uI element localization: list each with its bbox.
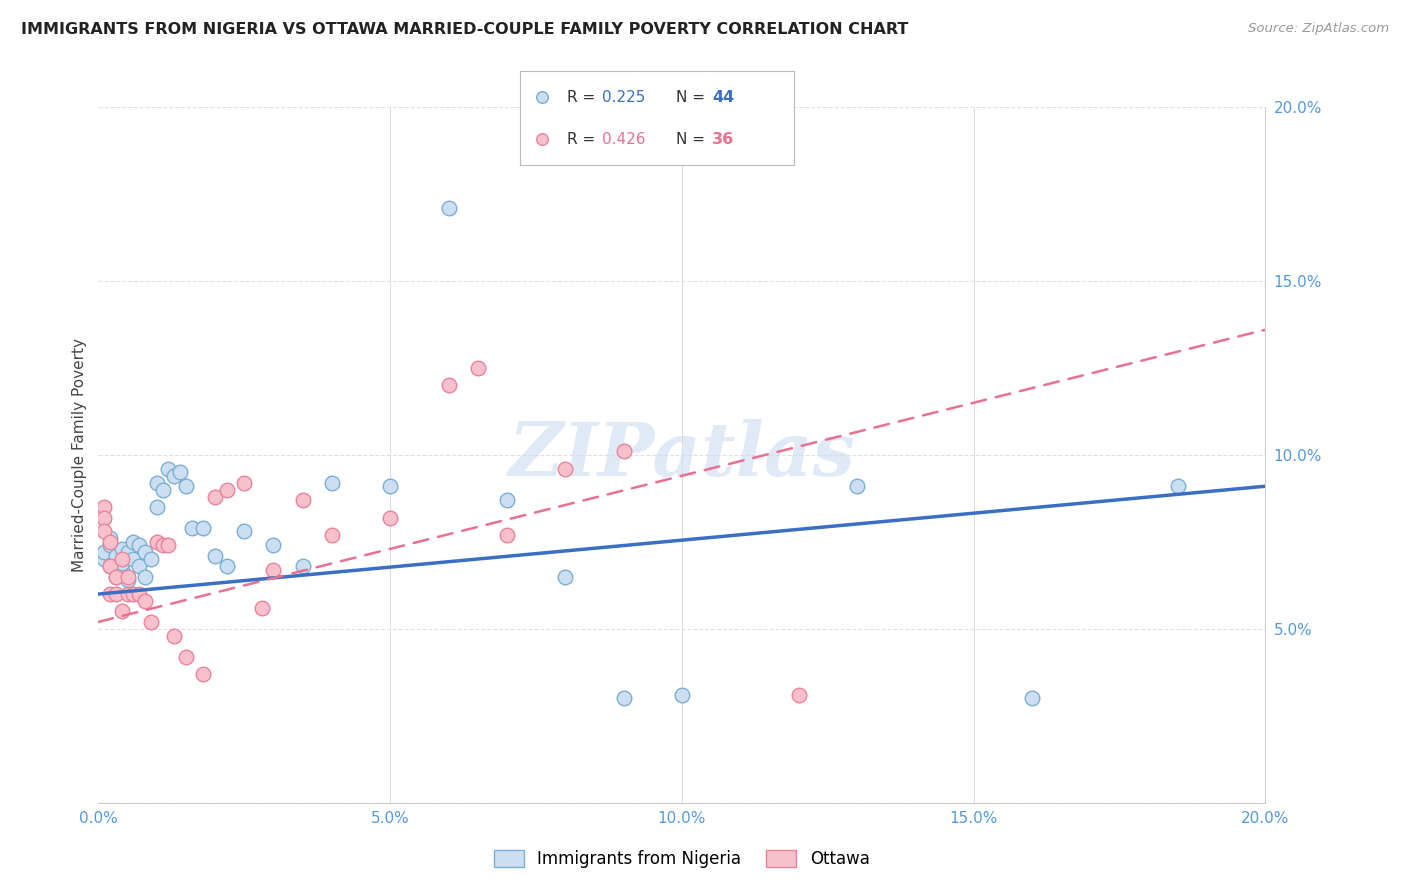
Point <box>152 538 174 552</box>
Point <box>117 570 139 584</box>
Point <box>495 493 517 508</box>
Point <box>146 475 169 490</box>
Point <box>111 552 134 566</box>
Text: ZIPatlas: ZIPatlas <box>509 418 855 491</box>
Point <box>93 510 115 524</box>
Point <box>180 521 202 535</box>
Point <box>98 559 121 574</box>
Point <box>437 201 460 215</box>
Text: 0.426: 0.426 <box>603 132 645 147</box>
Point <box>98 587 121 601</box>
Point <box>111 563 134 577</box>
Point <box>122 552 145 566</box>
Point <box>787 688 810 702</box>
Point <box>104 570 127 584</box>
Point <box>157 538 180 552</box>
Point <box>122 534 145 549</box>
Point <box>321 475 343 490</box>
Point <box>495 528 517 542</box>
Point <box>117 573 139 587</box>
Point <box>169 466 191 480</box>
Point <box>98 534 121 549</box>
Point <box>104 587 127 601</box>
Point <box>157 462 180 476</box>
Point <box>262 538 284 552</box>
Point <box>104 549 127 563</box>
Point <box>122 587 145 601</box>
Point <box>128 559 150 574</box>
Point <box>98 532 121 546</box>
Point <box>134 570 156 584</box>
Point <box>111 605 134 619</box>
Point <box>174 649 197 664</box>
Point <box>117 545 139 559</box>
Point <box>111 556 134 570</box>
Point <box>215 483 238 497</box>
Point <box>146 534 169 549</box>
Text: N =: N = <box>676 90 710 105</box>
Point <box>1167 479 1189 493</box>
Point <box>437 378 460 392</box>
Point <box>554 570 576 584</box>
Point <box>193 521 215 535</box>
Point <box>204 490 226 504</box>
Point <box>134 545 156 559</box>
Text: N =: N = <box>676 132 710 147</box>
Point <box>93 500 115 514</box>
Point <box>98 559 121 574</box>
Point <box>193 667 215 681</box>
Point <box>378 479 402 493</box>
Point <box>233 475 256 490</box>
Point <box>93 552 115 566</box>
Point <box>163 468 186 483</box>
Point <box>554 462 576 476</box>
Point <box>378 510 402 524</box>
Point <box>1021 691 1043 706</box>
Point <box>93 545 115 559</box>
Point <box>215 559 238 574</box>
Text: 36: 36 <box>711 132 734 147</box>
Point <box>174 479 197 493</box>
Text: IMMIGRANTS FROM NIGERIA VS OTTAWA MARRIED-COUPLE FAMILY POVERTY CORRELATION CHAR: IMMIGRANTS FROM NIGERIA VS OTTAWA MARRIE… <box>21 22 908 37</box>
Point <box>128 538 150 552</box>
Point <box>531 89 554 103</box>
Point <box>93 524 115 539</box>
Text: 0.225: 0.225 <box>603 90 645 105</box>
Point <box>139 615 162 629</box>
Point <box>612 444 634 458</box>
Point <box>204 549 226 563</box>
Point <box>111 541 134 556</box>
Point <box>671 688 693 702</box>
Point <box>134 594 156 608</box>
Point <box>531 132 554 146</box>
Point <box>845 479 868 493</box>
Point <box>152 483 174 497</box>
Point <box>233 524 256 539</box>
Point <box>146 500 169 514</box>
Legend: Immigrants from Nigeria, Ottawa: Immigrants from Nigeria, Ottawa <box>488 843 876 874</box>
Text: Source: ZipAtlas.com: Source: ZipAtlas.com <box>1249 22 1389 36</box>
Point <box>117 587 139 601</box>
Point <box>291 559 314 574</box>
Point <box>139 552 162 566</box>
Point <box>98 538 121 552</box>
Point <box>467 360 489 375</box>
Text: R =: R = <box>567 132 600 147</box>
Point <box>128 587 150 601</box>
Text: R =: R = <box>567 90 600 105</box>
Point <box>163 629 186 643</box>
Y-axis label: Married-Couple Family Poverty: Married-Couple Family Poverty <box>72 338 87 572</box>
Point <box>612 691 634 706</box>
Point <box>321 528 343 542</box>
Point <box>250 601 273 615</box>
Point <box>104 570 127 584</box>
Text: 44: 44 <box>711 90 734 105</box>
Point <box>291 493 314 508</box>
Point <box>262 563 284 577</box>
Point <box>104 559 127 574</box>
